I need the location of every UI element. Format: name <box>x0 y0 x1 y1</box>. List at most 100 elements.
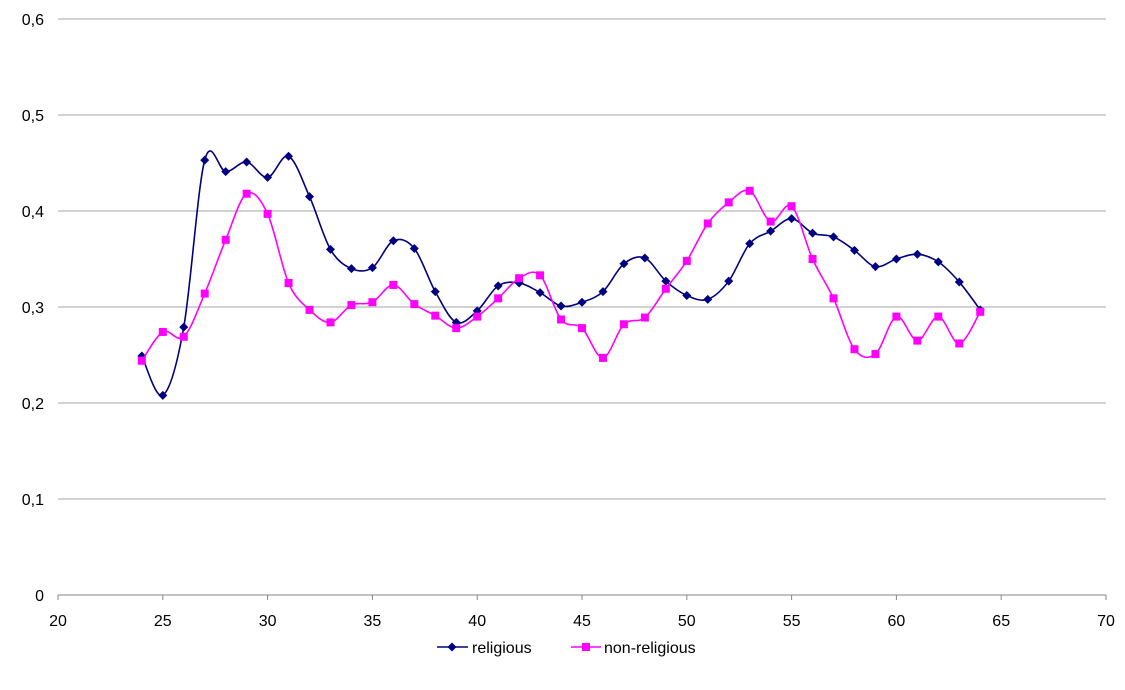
data-point-religious <box>870 262 880 272</box>
data-point-non-religious <box>221 235 230 244</box>
data-point-non-religious <box>619 320 628 329</box>
data-point-non-religious <box>200 289 209 298</box>
series-religious <box>137 150 985 400</box>
data-point-religious <box>891 254 901 264</box>
data-point-non-religious <box>179 332 188 341</box>
series-group <box>137 150 985 400</box>
data-point-non-religious <box>410 300 419 309</box>
data-point-non-religious <box>766 217 775 226</box>
data-point-non-religious <box>326 318 335 327</box>
data-point-religious <box>954 277 964 287</box>
data-point-non-religious <box>557 315 566 324</box>
data-point-religious <box>682 290 692 300</box>
data-point-non-religious <box>263 209 272 218</box>
x-tick-label: 65 <box>992 613 1010 630</box>
data-point-religious <box>745 239 755 249</box>
data-point-non-religious <box>703 219 712 228</box>
data-point-religious <box>661 276 671 286</box>
data-point-religious <box>933 257 943 267</box>
data-point-religious <box>158 390 168 400</box>
data-point-religious <box>179 322 189 332</box>
data-point-religious <box>640 253 650 263</box>
x-tick-label: 70 <box>1097 613 1115 630</box>
data-point-religious <box>703 294 713 304</box>
data-point-religious <box>325 244 335 254</box>
data-point-religious <box>849 245 859 255</box>
y-tick-label: 0 <box>35 588 44 605</box>
data-point-non-religious <box>347 301 356 310</box>
axes: 0 0,1 0,2 0,3 0,4 0,5 0,6 20 25 30 35 40 45 50 55 60 65 7… <box>22 12 1115 630</box>
data-point-non-religious <box>452 324 461 333</box>
data-point-non-religious <box>976 307 985 316</box>
data-point-non-religious <box>892 312 901 321</box>
data-point-religious <box>808 228 818 238</box>
series-line-religious <box>141 150 981 397</box>
data-point-non-religious <box>724 198 733 207</box>
data-point-non-religious <box>431 311 440 320</box>
data-point-non-religious <box>682 256 691 265</box>
legend: religious non-religious <box>437 640 696 657</box>
x-tick-label: 35 <box>364 613 382 630</box>
data-point-religious <box>346 264 356 274</box>
data-point-religious <box>263 172 273 182</box>
data-point-non-religious <box>242 189 251 198</box>
x-tick-label: 25 <box>154 613 172 630</box>
data-point-non-religious <box>598 353 607 362</box>
series-non-religious <box>137 186 985 365</box>
data-point-religious <box>912 249 922 259</box>
data-point-non-religious <box>745 186 754 195</box>
legend-marker-non-religious <box>582 643 590 651</box>
legend-marker-religious <box>447 642 457 652</box>
data-point-religious <box>221 167 231 177</box>
data-point-non-religious <box>661 284 670 293</box>
data-point-non-religious <box>494 294 503 303</box>
data-point-religious <box>409 243 419 253</box>
data-point-non-religious <box>829 294 838 303</box>
data-point-non-religious <box>536 271 545 280</box>
data-point-religious <box>724 276 734 286</box>
data-point-religious <box>388 236 398 246</box>
data-point-religious <box>430 287 440 297</box>
x-tick-label: 50 <box>678 613 696 630</box>
data-point-religious <box>200 155 210 165</box>
data-point-non-religious <box>368 298 377 307</box>
data-point-religious <box>766 226 776 236</box>
data-point-religious <box>493 281 503 291</box>
data-point-non-religious <box>640 313 649 322</box>
data-point-non-religious <box>850 345 859 354</box>
y-tick-label: 0,2 <box>22 396 44 413</box>
y-tick-label: 0,4 <box>22 204 44 221</box>
data-point-religious <box>829 232 839 242</box>
x-tick-label: 55 <box>783 613 801 630</box>
data-point-non-religious <box>808 255 817 263</box>
data-point-non-religious <box>389 280 398 289</box>
data-point-religious <box>305 192 315 202</box>
x-tick-label: 45 <box>573 613 591 630</box>
data-point-religious <box>242 157 252 167</box>
data-point-religious <box>284 151 294 161</box>
x-tick-label: 60 <box>888 613 906 630</box>
data-point-non-religious <box>515 274 524 283</box>
y-tick-label: 0,5 <box>22 108 44 125</box>
data-point-non-religious <box>137 356 146 365</box>
data-point-non-religious <box>284 279 293 287</box>
x-tick-label: 20 <box>49 613 67 630</box>
data-point-non-religious <box>871 350 880 359</box>
data-point-religious <box>556 301 566 311</box>
data-point-non-religious <box>934 312 943 321</box>
legend-label-non-religious: non-religious <box>604 640 696 657</box>
x-tick-label: 40 <box>468 613 486 630</box>
data-point-religious <box>619 259 629 269</box>
data-point-religious <box>535 288 545 298</box>
data-point-non-religious <box>305 305 314 314</box>
legend-label-religious: religious <box>472 640 532 657</box>
data-point-non-religious <box>955 339 964 348</box>
y-tick-label: 0,1 <box>22 492 44 509</box>
data-point-non-religious <box>913 336 922 345</box>
x-tick-label: 30 <box>259 613 277 630</box>
data-point-religious <box>367 263 377 273</box>
data-point-religious <box>787 214 797 224</box>
data-point-non-religious <box>473 312 482 321</box>
data-point-non-religious <box>158 327 167 336</box>
